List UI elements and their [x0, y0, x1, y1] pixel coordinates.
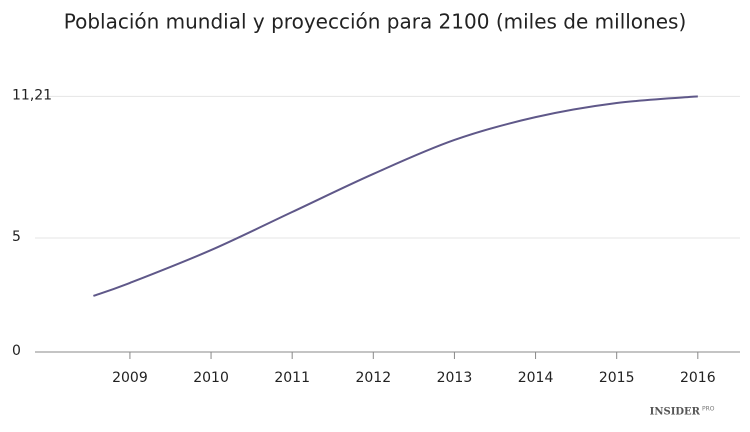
x-tick-label: 2010 — [193, 370, 229, 386]
x-tick-label: 2016 — [680, 370, 716, 386]
brand: INSIDER PRO — [650, 406, 715, 418]
brand-suffix: PRO — [702, 406, 715, 413]
brand-name: INSIDER — [650, 407, 701, 418]
x-tick-label: 2013 — [437, 370, 473, 386]
y-tick-label: 5 — [12, 229, 21, 245]
x-tick-label: 2014 — [518, 370, 554, 386]
chart-title: Población mundial y proyección para 2100… — [64, 10, 687, 34]
x-tick-label: 2015 — [599, 370, 635, 386]
y-tick-label: 11,21 — [12, 87, 52, 103]
line — [93, 95, 698, 297]
x-tick-label: 2009 — [112, 370, 148, 386]
y-tick-label: 0 — [12, 343, 21, 359]
x-tick-label: 2011 — [274, 370, 310, 386]
x-tick-label: 2012 — [355, 370, 391, 386]
